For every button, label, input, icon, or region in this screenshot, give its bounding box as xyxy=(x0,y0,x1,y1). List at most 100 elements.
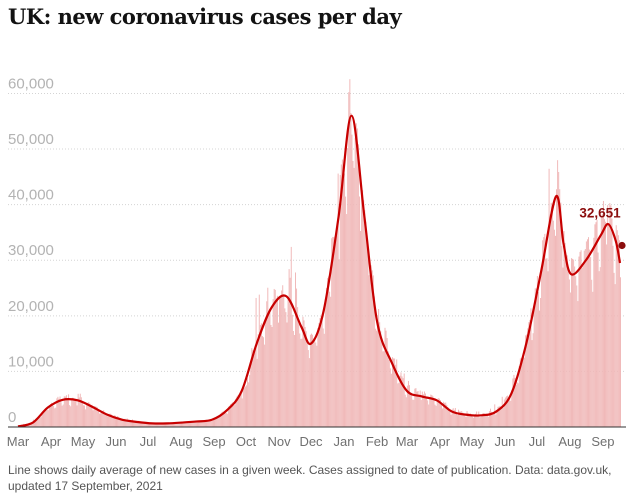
daily-bar xyxy=(589,249,591,427)
daily-bar xyxy=(432,396,434,427)
daily-bar xyxy=(206,419,208,427)
daily-bar xyxy=(615,225,617,427)
daily-bar xyxy=(470,415,472,427)
daily-bar xyxy=(501,396,503,427)
daily-bar xyxy=(225,412,227,427)
daily-bar xyxy=(61,405,63,427)
daily-bar xyxy=(93,406,95,427)
daily-bar xyxy=(187,422,189,427)
daily-bar xyxy=(102,410,104,427)
daily-bar xyxy=(172,423,174,427)
y-tick-label: 0 xyxy=(8,409,16,426)
daily-bar xyxy=(616,230,618,427)
daily-bar xyxy=(462,412,464,427)
daily-bar xyxy=(437,398,439,427)
daily-bar xyxy=(444,402,446,427)
daily-bar xyxy=(460,411,462,427)
daily-bar xyxy=(69,405,71,427)
daily-bar xyxy=(536,276,538,427)
daily-bar xyxy=(399,375,401,427)
daily-bar xyxy=(49,404,51,427)
daily-bar xyxy=(610,205,612,427)
daily-bar xyxy=(465,417,467,427)
daily-bar xyxy=(574,266,576,427)
daily-bar xyxy=(599,267,601,427)
daily-bar xyxy=(395,364,397,427)
daily-bar xyxy=(572,258,574,427)
daily-bar xyxy=(325,288,327,427)
daily-bar xyxy=(566,255,568,427)
daily-bar xyxy=(108,413,110,427)
daily-bar xyxy=(295,272,296,427)
daily-bar xyxy=(397,383,399,427)
daily-bar xyxy=(467,413,469,427)
daily-bar xyxy=(427,400,429,427)
daily-bar xyxy=(455,412,457,427)
daily-bar xyxy=(30,423,32,427)
daily-bar xyxy=(415,388,417,427)
daily-bar xyxy=(384,327,386,427)
daily-bar xyxy=(296,288,298,427)
daily-bar xyxy=(306,343,308,427)
daily-bar xyxy=(351,134,353,427)
daily-bar xyxy=(329,291,331,427)
daily-bar xyxy=(62,404,64,427)
daily-bar xyxy=(157,423,159,427)
daily-bar xyxy=(388,359,390,427)
daily-bar xyxy=(525,335,527,427)
daily-bar xyxy=(602,200,604,427)
daily-bar xyxy=(140,421,142,427)
daily-bar xyxy=(341,159,343,427)
daily-bar xyxy=(238,395,240,427)
daily-bar xyxy=(490,408,491,427)
x-tick-label: May xyxy=(460,434,485,449)
daily-bar xyxy=(528,322,530,427)
daily-bar xyxy=(481,415,483,427)
daily-bar xyxy=(126,418,128,427)
daily-bar xyxy=(429,397,431,427)
daily-bar xyxy=(593,237,595,427)
daily-bar xyxy=(577,301,579,427)
daily-bar xyxy=(539,310,540,427)
daily-bar xyxy=(374,328,376,427)
daily-bar xyxy=(198,420,200,427)
daily-bar xyxy=(70,406,72,427)
daily-bar xyxy=(37,417,39,427)
daily-bar xyxy=(217,417,219,427)
daily-bar xyxy=(438,398,440,427)
daily-bar xyxy=(596,220,598,427)
daily-bar xyxy=(478,411,480,427)
daily-bar xyxy=(259,324,261,427)
daily-bar xyxy=(352,160,354,427)
daily-bar xyxy=(223,412,225,427)
daily-bar xyxy=(510,400,512,427)
daily-bar xyxy=(264,344,266,427)
daily-bar xyxy=(483,412,485,427)
daily-bar xyxy=(117,416,119,427)
daily-bar xyxy=(31,423,33,427)
daily-bar xyxy=(219,416,221,427)
daily-bar xyxy=(280,296,282,427)
daily-bar xyxy=(618,240,620,427)
daily-bar xyxy=(132,419,133,427)
daily-bar xyxy=(468,413,470,427)
daily-bar xyxy=(42,412,44,427)
daily-bar xyxy=(523,357,524,427)
daily-bar xyxy=(494,404,496,427)
daily-bar xyxy=(195,422,197,427)
daily-bar xyxy=(435,405,437,427)
daily-bar xyxy=(365,221,367,427)
daily-bar xyxy=(201,421,203,427)
daily-bar xyxy=(258,294,260,427)
daily-bar xyxy=(214,418,216,427)
daily-bar xyxy=(576,285,578,427)
x-tick-label: May xyxy=(71,434,96,449)
daily-bar xyxy=(283,294,285,427)
daily-bar xyxy=(263,337,265,427)
daily-bar xyxy=(394,358,396,427)
daily-bar xyxy=(218,417,220,427)
y-tick-label: 50,000 xyxy=(8,131,54,148)
daily-bar xyxy=(152,424,154,427)
x-tick-label: Sep xyxy=(591,434,614,449)
daily-bar xyxy=(380,331,382,427)
